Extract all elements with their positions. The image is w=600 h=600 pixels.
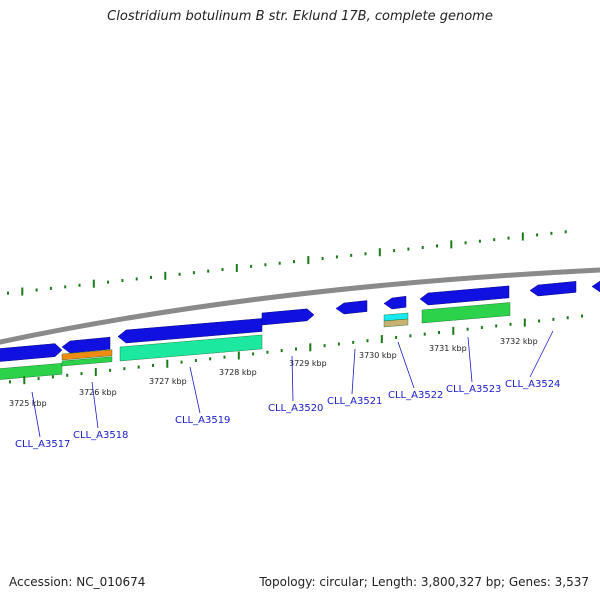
cds-arrow [419, 285, 510, 306]
outer-tick-row [7, 230, 567, 296]
gene-label: CLL_A3518 [73, 430, 128, 441]
gene-leader-line [397, 341, 415, 389]
cds-arrow [529, 281, 577, 297]
gene-label: CLL_A3524 [505, 379, 560, 390]
cds-arrow [0, 343, 63, 362]
gene-leader-line [189, 366, 201, 414]
kbp-label-row: 3725 kbp 3726 kbp 3727 kbp 3728 kbp 3729 kbp… [9, 337, 538, 408]
rna-bar [61, 356, 113, 367]
kbp-label: 3731 kbp [429, 344, 467, 353]
genome-title: Clostridium botulinum B str. Eklund 17B,… [107, 9, 493, 24]
kbp-label: 3729 kbp [289, 359, 327, 368]
genome-backbone [0, 267, 600, 345]
gene-label: CLL_A3521 [327, 396, 382, 407]
kbp-label: 3732 kbp [500, 337, 538, 346]
gene-leader-line [31, 391, 41, 438]
rna-bar-tan [383, 318, 409, 328]
gene-label: CLL_A3520 [268, 403, 323, 414]
cds-arrow [61, 336, 111, 354]
gene-leader-line [91, 381, 99, 429]
rna-bar [421, 302, 511, 324]
gene-label: CLL_A3523 [446, 384, 501, 395]
accession-label: Accession: NC_010674 [9, 575, 146, 589]
gene-label: CLL_A3522 [388, 390, 443, 401]
cds-arrow [591, 280, 600, 293]
inner-tick-row [9, 314, 583, 385]
kbp-label: 3726 kbp [79, 388, 117, 397]
kbp-label: 3727 kbp [149, 377, 187, 386]
cds-arrow [335, 300, 368, 315]
genome-summary: Topology: circular; Length: 3,800,327 bp… [259, 575, 589, 589]
feature-track [0, 280, 600, 380]
cds-arrow [261, 308, 315, 326]
cds-arrow [383, 295, 407, 310]
gene-label: CLL_A3517 [15, 439, 70, 450]
rna-bar-orange [61, 349, 113, 361]
kbp-label: 3728 kbp [219, 368, 257, 377]
gene-leader-line [529, 330, 554, 378]
gene-leader-line [467, 336, 473, 383]
rna-bar [0, 363, 63, 380]
kbp-label: 3725 kbp [9, 399, 47, 408]
gene-leader-line [291, 355, 294, 402]
rna-bar [119, 334, 263, 362]
gene-label: CLL_A3519 [175, 415, 230, 426]
gene-leader-line [351, 348, 356, 395]
kbp-label: 3730 kbp [359, 351, 397, 360]
